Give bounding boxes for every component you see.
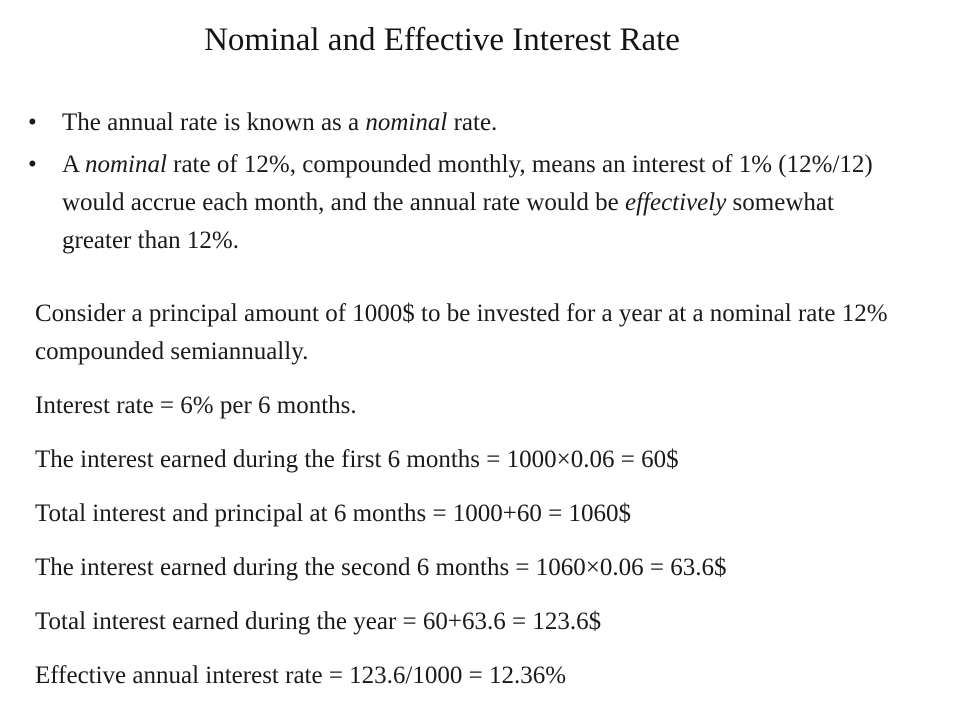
example-line: Interest rate = 6% per 6 months. xyxy=(35,392,357,419)
bullet-icon: • xyxy=(28,109,37,136)
bullet-text-part: rate of 12%, compounded monthly, means a… xyxy=(62,151,873,216)
slide-title: Nominal and Effective Interest Rate xyxy=(204,22,680,58)
bullet-text: A nominal rate of 12%, compounded monthl… xyxy=(62,151,873,254)
example-line: The interest earned during the second 6 … xyxy=(35,554,727,581)
bullet-item: • The annual rate is known as a nominal … xyxy=(28,104,908,142)
bullet-item: • A nominal rate of 12%, compounded mont… xyxy=(28,146,908,260)
example-line: The interest earned during the first 6 m… xyxy=(35,446,679,473)
example-line: Consider a principal amount of 1000$ to … xyxy=(35,300,888,365)
bullet-text: The annual rate is known as a nominal ra… xyxy=(62,109,497,136)
bullet-list: • The annual rate is known as a nominal … xyxy=(28,104,908,264)
bullet-italic-term: nominal xyxy=(365,109,448,136)
bullet-text-part: A xyxy=(62,151,85,178)
example-line: Total interest and principal at 6 months… xyxy=(35,500,632,527)
bullet-icon: • xyxy=(28,151,37,178)
worked-example: Consider a principal amount of 1000$ to … xyxy=(35,295,935,711)
bullet-italic-term: effectively xyxy=(624,189,727,216)
bullet-text-part: rate. xyxy=(447,109,498,136)
bullet-text-part: somewhat greater than 12%. xyxy=(62,189,834,254)
bullet-italic-term: nominal xyxy=(84,151,167,178)
example-line: Total interest earned during the year = … xyxy=(35,608,602,635)
bullet-text-part: The annual rate is known as a xyxy=(62,109,366,136)
example-line: Effective annual interest rate = 123.6/1… xyxy=(35,662,567,689)
